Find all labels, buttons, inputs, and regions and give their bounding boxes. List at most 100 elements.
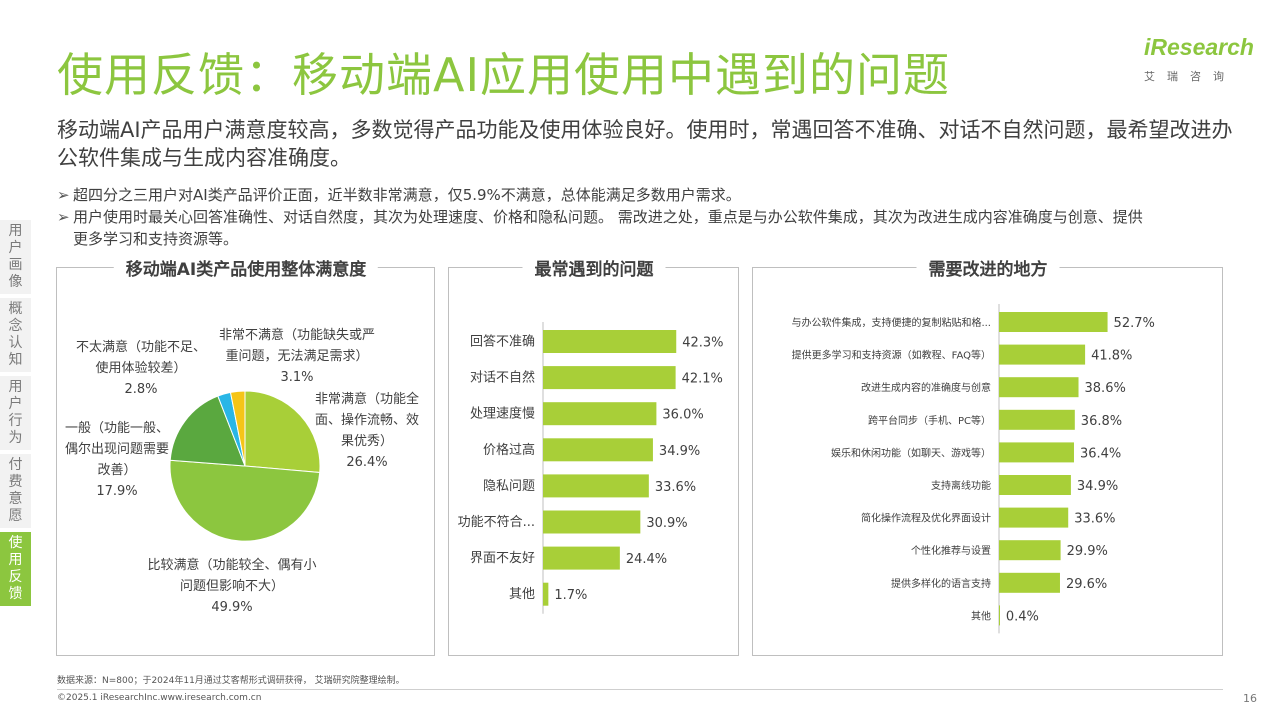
bar bbox=[543, 438, 653, 462]
bar-value-label: 33.6% bbox=[655, 480, 696, 495]
bar-category-label: 娱乐和休闲功能（如聊天、游戏等） bbox=[831, 446, 991, 459]
bar-category-label: 支持离线功能 bbox=[931, 479, 991, 492]
bar-category-label: 功能不符合... bbox=[458, 514, 535, 530]
bar bbox=[999, 409, 1075, 430]
bar-value-label: 36.8% bbox=[1081, 414, 1122, 429]
bar-category-label: 提供多样化的语言支持 bbox=[891, 577, 991, 590]
pie-slice bbox=[229, 390, 246, 467]
pie-slice bbox=[169, 395, 246, 467]
improvements-panel: 需要改进的地方 与办公软件集成，支持便捷的复制粘贴和格... 52.7% 提供更多学… bbox=[752, 255, 1223, 656]
bar-category-label: 其他 bbox=[971, 609, 991, 622]
bar bbox=[999, 572, 1060, 593]
pie-value-label: 26.4% bbox=[346, 455, 387, 470]
bar-value-label: 36.4% bbox=[1080, 446, 1121, 461]
bar-value-label: 34.9% bbox=[659, 444, 700, 459]
bar bbox=[999, 442, 1074, 463]
improvements-bar-chart: 与办公软件集成，支持便捷的复制粘贴和格... 52.7% 提供更多学习和支持资源（如… bbox=[791, 304, 1155, 634]
logo-brand: iResearch bbox=[1144, 34, 1254, 60]
bar bbox=[999, 540, 1061, 561]
bar-value-label: 38.6% bbox=[1085, 381, 1126, 396]
pie-value-label: 49.9% bbox=[211, 600, 252, 615]
side-nav-item[interactable]: 用户行为 bbox=[0, 376, 31, 450]
page-title: 使用反馈：移动端AI应用使用中遇到的问题 bbox=[57, 48, 951, 102]
bar-value-label: 0.4% bbox=[1006, 609, 1039, 624]
pie-label: 比较满意（功能较全、偶有小 bbox=[147, 557, 316, 573]
copyright: ©2025.1 iResearchInc.www.iresearch.com.c… bbox=[57, 693, 262, 703]
bar-value-label: 1.7% bbox=[554, 588, 587, 603]
page-number: 16 bbox=[1243, 692, 1257, 705]
pie-label: 非常满意（功能全 bbox=[315, 391, 419, 407]
satisfaction-panel-title: 移动端AI类产品使用整体满意度 bbox=[113, 255, 379, 280]
pie-slice bbox=[169, 459, 321, 542]
pie-value-label: 3.1% bbox=[280, 370, 313, 385]
bar-category-label: 个性化推荐与设置 bbox=[911, 544, 991, 557]
bar-category-label: 与办公软件集成，支持便捷的复制粘贴和格... bbox=[791, 316, 991, 329]
pie-value-label: 17.9% bbox=[96, 484, 137, 499]
bar-category-label: 隐私问题 bbox=[483, 479, 535, 494]
bar-value-label: 41.8% bbox=[1091, 349, 1132, 364]
bar-value-label: 34.9% bbox=[1077, 479, 1118, 494]
bar-value-label: 33.6% bbox=[1074, 512, 1115, 527]
bar bbox=[543, 330, 677, 353]
problems-panel: 最常遇到的问题 回答不准确 42.3% 对话不自然 42.1% 处理速度慢 36.0% 价格… bbox=[448, 255, 739, 656]
bar-category-label: 改进生成内容的准确度与创意 bbox=[861, 381, 991, 394]
bar-category-label: 界面不友好 bbox=[470, 550, 535, 566]
satisfaction-panel: 移动端AI类产品使用整体满意度 非常满意（功能全 面、操作流畅、效 果优秀） 26.4… bbox=[56, 255, 435, 656]
bullet-arrow-icon: ➢ bbox=[57, 186, 70, 204]
problems-bar-chart: 回答不准确 42.3% 对话不自然 42.1% 处理速度慢 36.0% 价格过高 34.9% 隐… bbox=[458, 322, 724, 614]
bar bbox=[543, 366, 676, 390]
bullet-2-text-line2: 更多学习和支持资源等。 bbox=[73, 230, 239, 248]
bullet-arrow-icon: ➢ bbox=[57, 208, 70, 226]
bar bbox=[999, 507, 1069, 528]
pie-label: 使用体验较差） bbox=[95, 360, 186, 376]
bullet-2: ➢ 用户使用时最关心回答准确性、对话自然度，其次为处理速度、价格和隐私问题。 需改… bbox=[57, 206, 1237, 250]
pie-label: 面、操作流畅、效 bbox=[315, 412, 419, 428]
bar-value-label: 29.9% bbox=[1067, 544, 1108, 559]
bar-value-label: 42.1% bbox=[682, 372, 723, 387]
bar-category-label: 简化操作流程及优化界面设计 bbox=[861, 512, 991, 525]
bar-value-label: 42.3% bbox=[682, 336, 723, 351]
bar-value-label: 52.7% bbox=[1114, 316, 1155, 331]
bar bbox=[999, 605, 1000, 626]
pie-label: 不太满意（功能不足、 bbox=[76, 339, 206, 355]
bar bbox=[543, 474, 649, 498]
bar bbox=[543, 582, 549, 606]
bar-value-label: 24.4% bbox=[626, 552, 667, 567]
footer-divider bbox=[57, 689, 1223, 690]
logo-subtitle: 艾瑞咨询 bbox=[1144, 70, 1236, 83]
pie-label: 重问题，无法满足需求） bbox=[225, 348, 368, 364]
bar-category-label: 对话不自然 bbox=[470, 370, 535, 386]
side-nav-item[interactable]: 用户画像 bbox=[0, 220, 31, 294]
side-nav: 用户画像概念认知用户行为付费意愿使用反馈 bbox=[0, 220, 31, 610]
pie-label: 一般（功能一般、 bbox=[65, 420, 169, 436]
bullet-1-text: 超四分之三用户对AI类产品评价正面，近半数非常满意，仅5.9%不满意，总体能满足… bbox=[73, 186, 741, 204]
pie-value-label: 2.8% bbox=[124, 382, 157, 397]
bar-category-label: 回答不准确 bbox=[470, 334, 535, 350]
bar-category-label: 提供更多学习和支持资源（如教程、FAQ等） bbox=[792, 349, 991, 362]
pie-slice bbox=[244, 390, 321, 474]
bar bbox=[999, 312, 1108, 332]
bar bbox=[999, 475, 1071, 495]
bar bbox=[543, 402, 657, 426]
side-nav-item[interactable]: 使用反馈 bbox=[0, 532, 31, 606]
bar-category-label: 其他 bbox=[509, 587, 535, 602]
iresearch-logo: iResearch 艾瑞咨询 bbox=[1140, 34, 1255, 84]
bar bbox=[999, 377, 1079, 398]
bar-category-label: 跨平台同步（手机、PC等） bbox=[868, 414, 991, 427]
bar-value-label: 36.0% bbox=[662, 408, 703, 423]
pie-label: 问题但影响不大） bbox=[180, 578, 284, 594]
bar-value-label: 29.6% bbox=[1066, 577, 1107, 592]
bar bbox=[999, 344, 1086, 365]
summary-text: 移动端AI产品用户满意度较高，多数觉得产品功能及使用体验良好。使用时，常遇回答不… bbox=[57, 118, 1233, 170]
pie-label: 偶尔出现问题需要 bbox=[65, 442, 169, 457]
bar-category-label: 价格过高 bbox=[483, 442, 535, 458]
bullet-1: ➢ 超四分之三用户对AI类产品评价正面，近半数非常满意，仅5.9%不满意，总体能满… bbox=[57, 184, 1237, 206]
side-nav-item[interactable]: 概念认知 bbox=[0, 298, 31, 372]
pie-label: 果优秀） bbox=[341, 434, 393, 449]
problems-panel-title: 最常遇到的问题 bbox=[522, 255, 666, 280]
bar bbox=[543, 510, 641, 534]
bar-value-label: 30.9% bbox=[646, 516, 687, 531]
bar-category-label: 处理速度慢 bbox=[470, 406, 535, 422]
side-nav-item[interactable]: 付费意愿 bbox=[0, 454, 31, 528]
